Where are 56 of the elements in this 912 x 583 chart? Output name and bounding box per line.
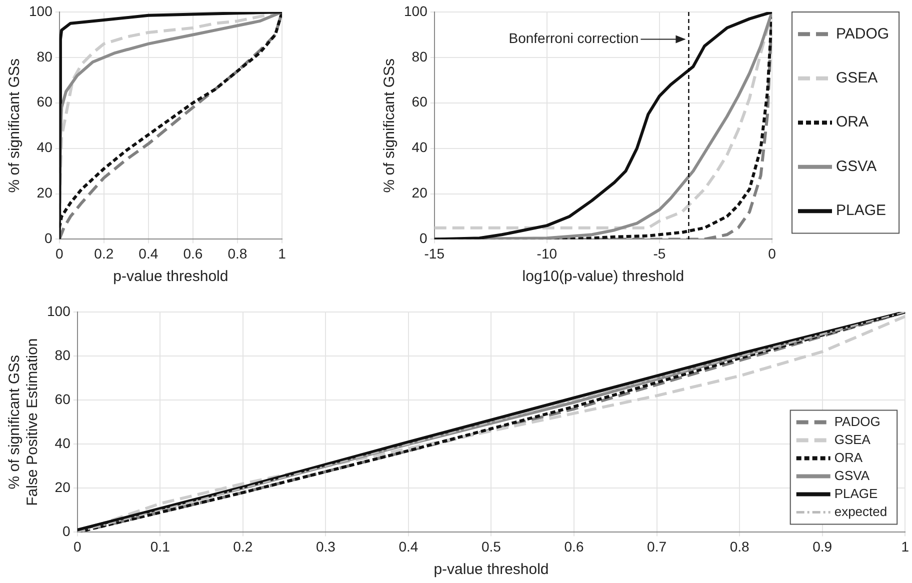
y-tick-label: 60	[412, 94, 428, 110]
y-tick-label: 20	[54, 479, 71, 496]
x-tick-label: 0.6	[564, 538, 584, 554]
legend-label: GSVA	[834, 468, 870, 483]
x-axis-title: log10(p-value) threshold	[522, 268, 684, 286]
x-axis-title: p-value threshold	[434, 561, 549, 578]
y-tick-label: 40	[36, 139, 53, 156]
legend-label: ORA	[836, 114, 869, 131]
x-tick-label: 0.2	[233, 538, 253, 554]
legend-label: expected	[834, 504, 888, 519]
x-tick-label: 0.5	[482, 538, 502, 554]
legend-label: GSVA	[836, 158, 877, 175]
legend-label: PADOG	[836, 25, 890, 42]
y-tick-label: 80	[412, 48, 428, 64]
legend-label: ORA	[834, 450, 863, 465]
x-tick-label: 0	[73, 538, 82, 554]
x-tick-label: 0.8	[228, 245, 248, 262]
y-tick-label: 100	[404, 2, 428, 19]
annotation: Bonferroni correction	[508, 30, 639, 46]
x-tick-label: 0.8	[730, 538, 750, 554]
x-tick-label: 0.4	[138, 245, 158, 262]
y-tick-label: 20	[412, 184, 428, 201]
y-tick-label: 40	[54, 434, 71, 451]
y-axis-title: % of significant GSs	[6, 58, 24, 193]
x-tick-label: -10	[536, 245, 558, 262]
y-tick-label: 60	[54, 390, 71, 407]
x-tick-label: 0.1	[150, 538, 170, 554]
y-tick-label: 40	[412, 139, 428, 156]
x-axis-title: p-value threshold	[113, 268, 228, 286]
legend-label: PLAGE	[834, 486, 878, 501]
y-tick-label: 0	[44, 230, 53, 246]
y-tick-label: 100	[29, 2, 53, 19]
y-axis-title: % of significant GSs	[381, 58, 398, 193]
y-axis-title: % of significant GSs False Positive Estimation	[6, 338, 42, 506]
y-tick-label: 80	[36, 48, 53, 64]
y-tick-label: 0	[420, 230, 428, 246]
x-tick-label: 1	[901, 538, 910, 554]
y-tick-label: 20	[36, 184, 53, 201]
x-tick-label: 0.7	[647, 538, 667, 554]
x-tick-label: -5	[653, 245, 666, 262]
x-tick-label: 0.4	[398, 538, 418, 554]
legend-label: PLAGE	[836, 202, 886, 220]
x-tick-label: 1	[278, 245, 286, 262]
legend-label: GSEA	[834, 432, 871, 447]
x-tick-label: 0.9	[812, 538, 832, 554]
y-tick-label: 100	[47, 302, 71, 319]
y-tick-label: 0	[62, 523, 71, 540]
x-tick-label: 0	[768, 245, 776, 262]
legend-label: GSEA	[836, 70, 878, 86]
x-tick-label: 0.6	[183, 245, 203, 262]
y-tick-label: 60	[36, 94, 53, 110]
y-tick-label: 80	[54, 346, 71, 363]
legend-label: PADOG	[834, 414, 880, 429]
x-tick-label: 0.3	[316, 538, 336, 554]
x-tick-label: 0.2	[94, 245, 114, 262]
x-tick-label: -15	[424, 245, 445, 262]
